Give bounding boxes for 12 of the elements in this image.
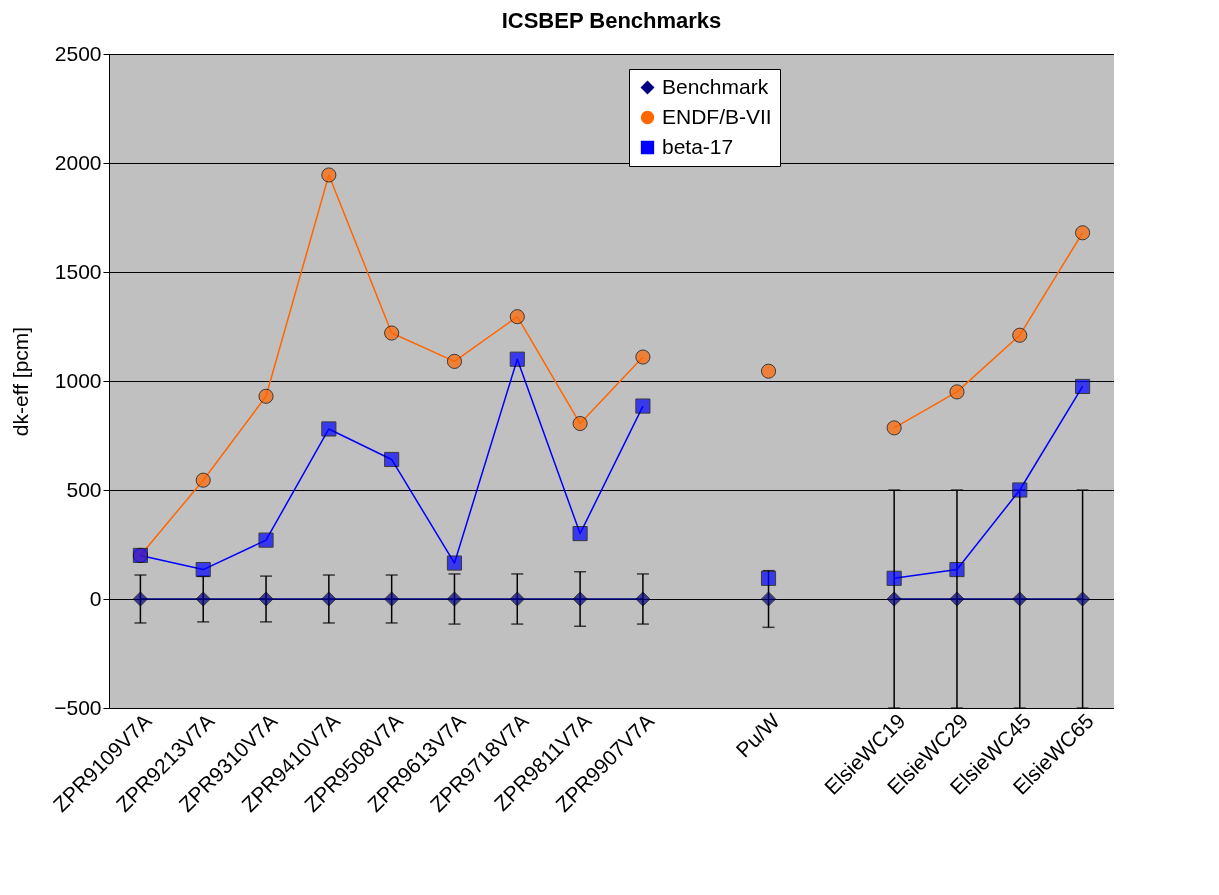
y-tick-label: 2000 <box>54 150 102 174</box>
y-tick-label: 500 <box>66 477 102 501</box>
y-tick-label: 2500 <box>54 41 102 65</box>
legend-label: beta-17 <box>662 134 734 158</box>
y-tick-label: 0 <box>89 586 102 610</box>
legend-label: ENDF/B-VII <box>662 104 772 128</box>
y-tick-label: 1000 <box>54 368 102 392</box>
chart-title: ICSBEP Benchmarks <box>501 8 722 33</box>
y-tick-label: 1500 <box>54 259 102 283</box>
y-tick-label: −500 <box>54 695 102 719</box>
y-axis-title: dk-eff [pcm] <box>9 326 33 437</box>
legend-label: Benchmark <box>662 74 769 98</box>
